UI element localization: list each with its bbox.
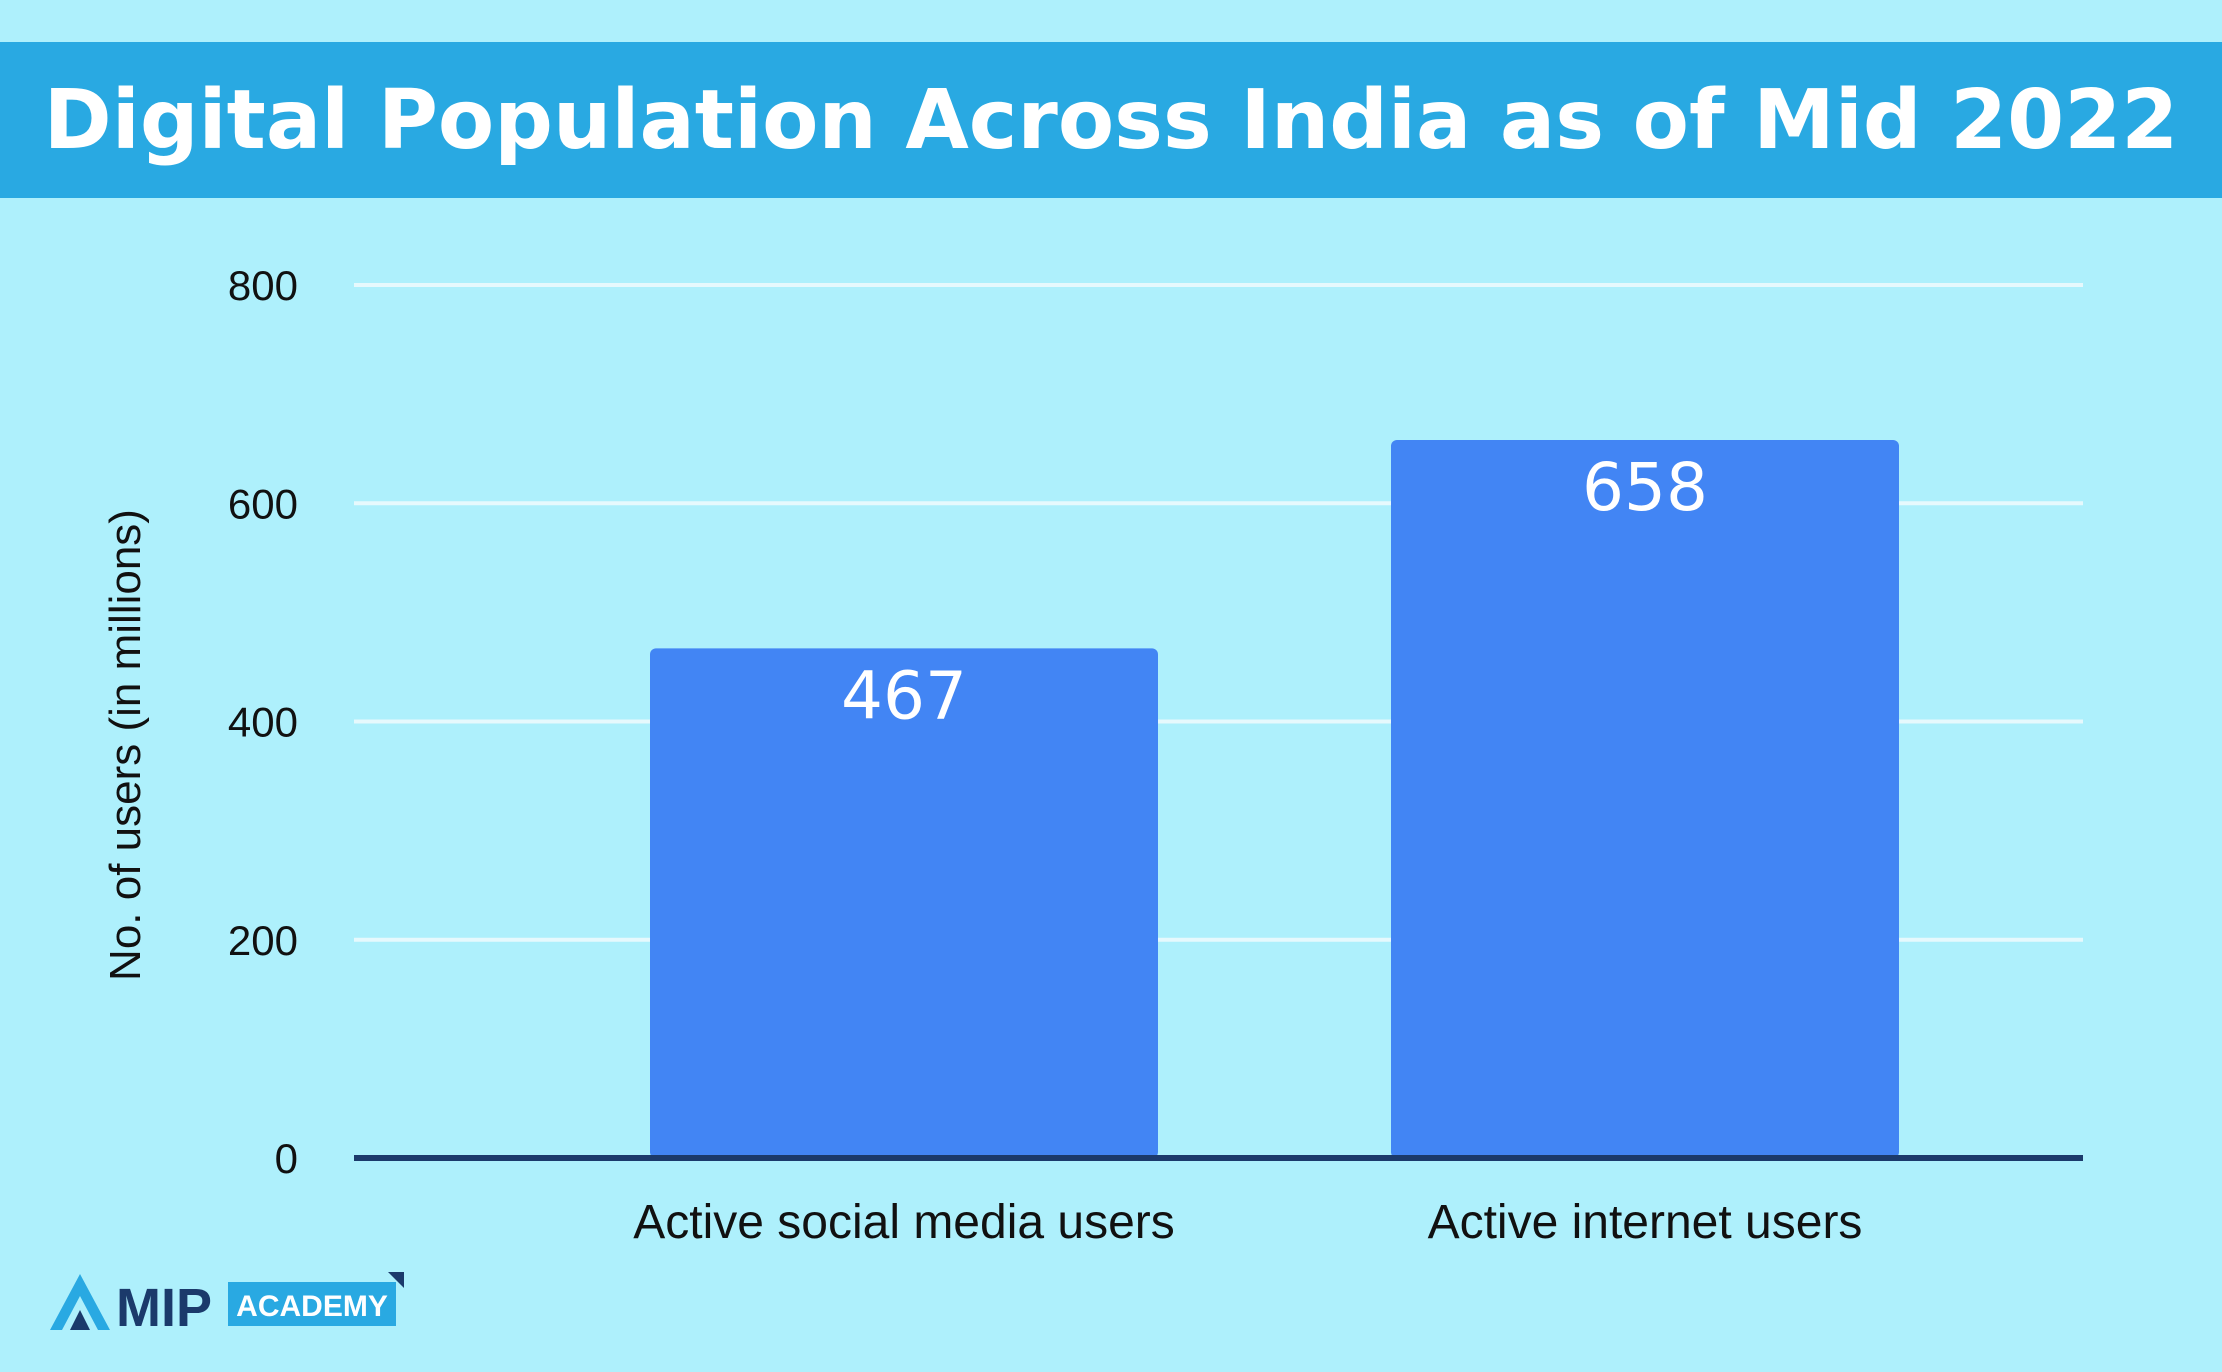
bar — [650, 648, 1158, 1158]
mip-academy-logo: MIP ACADEMY — [48, 1268, 408, 1338]
bar-value-label: 467 — [841, 657, 967, 734]
x-category-label: Active internet users — [1428, 1196, 1863, 1249]
x-category-label: Active social media users — [633, 1196, 1175, 1249]
bars: 467 658 — [354, 439, 2083, 1161]
bar-value-label: 658 — [1582, 449, 1708, 526]
bar — [1391, 439, 1899, 1158]
x-axis-categories: Active social media users Active internet… — [633, 1196, 1862, 1249]
y-axis-ticks: 0 200 400 600 800 — [228, 262, 298, 1182]
y-tick-label: 400 — [228, 699, 298, 746]
y-tick-label: 800 — [228, 262, 298, 309]
logo-word: MIP — [116, 1278, 212, 1336]
title-bar: Digital Population Across India as of Mi… — [0, 42, 2222, 198]
y-tick-label: 600 — [228, 480, 298, 527]
chart-title: Digital Population Across India as of Mi… — [43, 72, 2179, 168]
mip-logo-icon: MIP ACADEMY — [50, 1272, 404, 1338]
y-tick-label: 200 — [228, 917, 298, 964]
y-axis-label: No. of users (in millions) — [101, 509, 150, 981]
y-tick-label: 0 — [275, 1135, 298, 1182]
logo-badge: ACADEMY — [236, 1290, 388, 1323]
